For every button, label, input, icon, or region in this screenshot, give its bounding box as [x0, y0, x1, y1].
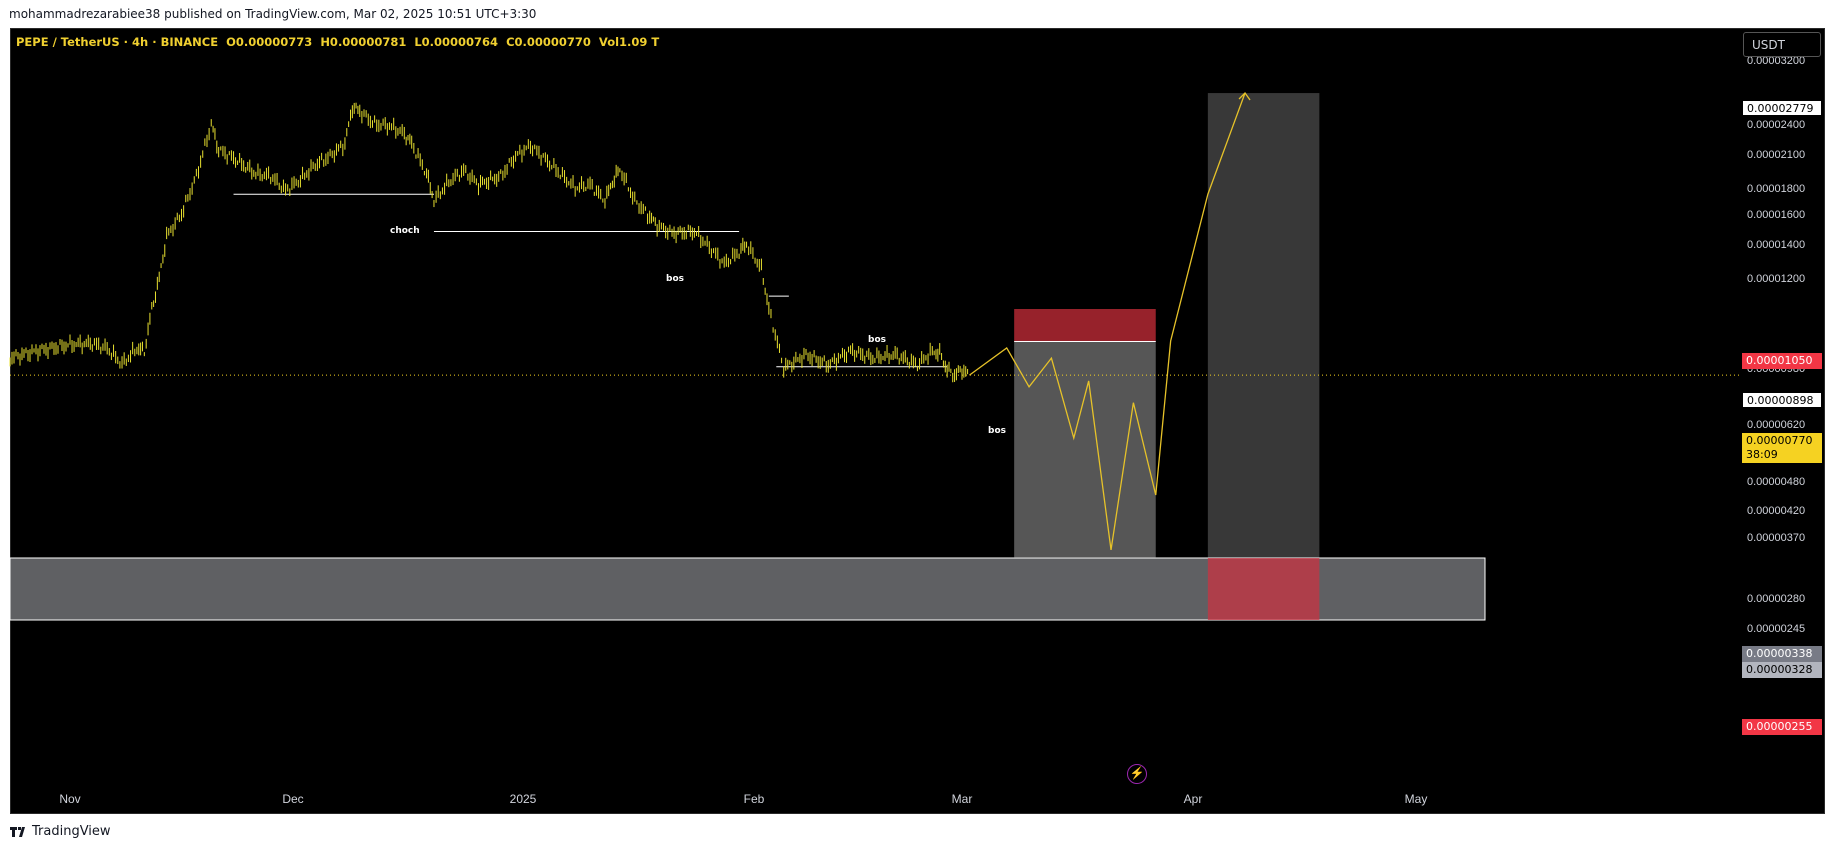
symbol-legend: PEPE / TetherUS · 4h · BINANCE O0.000007… [16, 35, 663, 49]
choch-label: choch [388, 226, 422, 236]
countdown-badge: 38:09 [1742, 447, 1822, 463]
y-tick-label: 0.00000370 [1747, 532, 1805, 544]
high-value: H0.00000781 [320, 35, 407, 49]
long-entry-badge: 0.00000328 [1742, 662, 1822, 678]
currency-button[interactable]: USDT [1743, 32, 1821, 57]
y-tick-label: 0.00000245 [1747, 623, 1805, 635]
y-tick-label: 0.00000420 [1747, 505, 1805, 517]
entry-price-badge: 0.00000898 [1742, 392, 1822, 408]
x-tick-label: Mar [952, 792, 973, 806]
y-tick-label: 0.00001200 [1747, 273, 1805, 285]
low-value: L0.00000764 [414, 35, 499, 49]
x-tick-label: Nov [59, 792, 80, 806]
y-tick-label: 0.00002100 [1747, 149, 1805, 161]
y-tick-label: 0.00000280 [1747, 593, 1805, 605]
y-tick-label: 0.00001400 [1747, 239, 1805, 251]
y-tick-label: 0.00002400 [1747, 119, 1805, 131]
long-target-area [1207, 93, 1320, 559]
y-tick-label: 0.00001600 [1747, 209, 1805, 221]
y-tick-label: 0.00000480 [1747, 476, 1805, 488]
x-tick-label: Feb [744, 792, 765, 806]
volume-value: Vol1.09 T [598, 35, 660, 49]
open-value: O0.00000773 [226, 35, 313, 49]
x-tick-label: Apr [1184, 792, 1203, 806]
bos-label: bos [986, 426, 1008, 436]
close-value: C0.00000770 [506, 35, 591, 49]
tradingview-logo[interactable]: TradingView [10, 824, 111, 839]
current-price-badge: 0.00000770 [1742, 433, 1822, 449]
bos-label: bos [664, 274, 686, 284]
x-tick-label: May [1405, 792, 1428, 806]
projection-arrow [1238, 91, 1251, 101]
long-stop-badge: 0.00000255 [1742, 719, 1822, 735]
short-stop-area [1014, 309, 1156, 342]
publish-info: mohammadrezarabiee38 published on Tradin… [9, 7, 537, 21]
symbol-title[interactable]: PEPE / TetherUS · 4h · BINANCE [16, 35, 219, 49]
short-target-area [1014, 341, 1156, 558]
publish-header: mohammadrezarabiee38 published on Tradin… [0, 0, 1835, 28]
chart-frame[interactable] [10, 28, 1825, 814]
target-price-badge: 0.00002779 [1742, 100, 1822, 116]
tradingview-logo-icon [10, 826, 25, 837]
y-tick-label: 0.00000620 [1747, 419, 1805, 431]
y-tick-label: 0.00003200 [1747, 55, 1805, 67]
long-stop-area [1207, 558, 1320, 620]
bos-label: bos [866, 335, 888, 345]
tradingview-brand: TradingView [32, 824, 111, 839]
stop-price-badge: 0.00001050 [1742, 353, 1822, 369]
footer: TradingView [0, 815, 1835, 849]
x-tick-label: Dec [282, 792, 303, 806]
zone-top-badge: 0.00000338 [1742, 646, 1822, 662]
lightning-icon[interactable]: ⚡ [1127, 764, 1147, 784]
y-tick-label: 0.00001800 [1747, 183, 1805, 195]
projection-path [969, 92, 1246, 550]
x-tick-label: 2025 [510, 792, 537, 806]
